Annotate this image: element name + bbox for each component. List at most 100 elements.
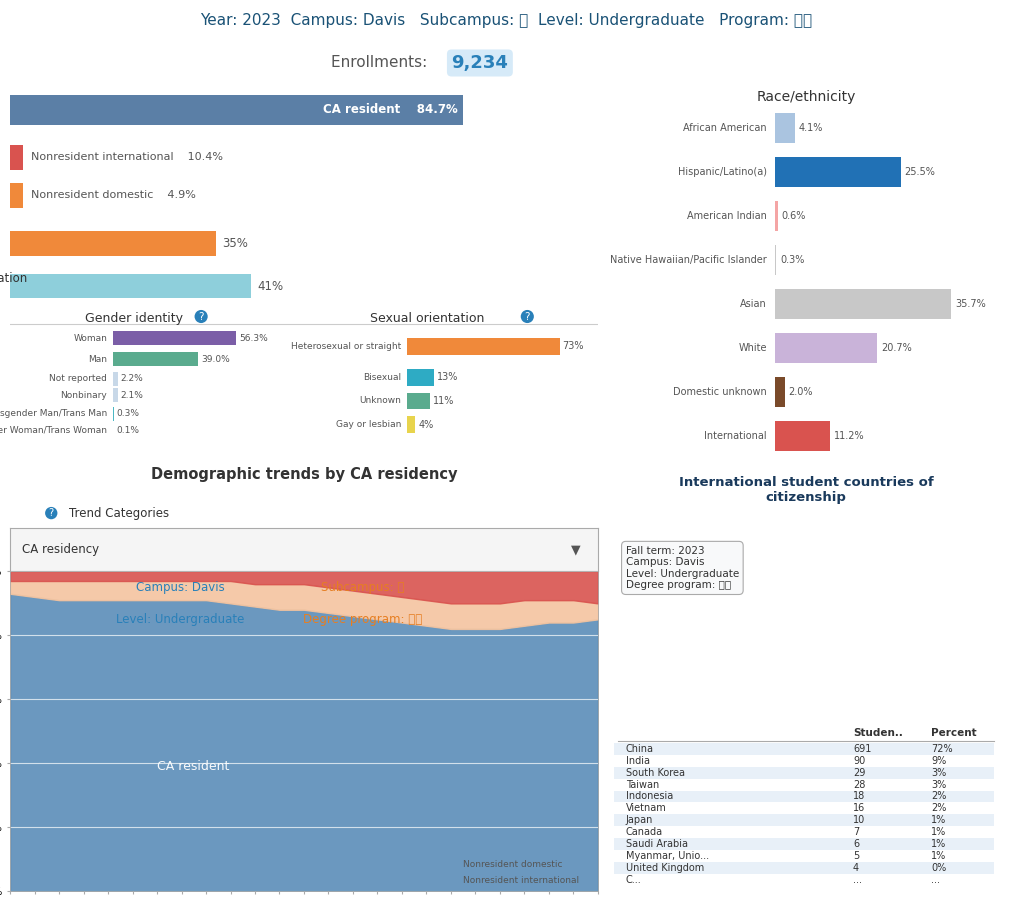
Bar bbox=[773, 113, 794, 143]
Bar bbox=[773, 377, 784, 408]
Text: Campus: Davis: Campus: Davis bbox=[136, 581, 224, 594]
Text: 6: 6 bbox=[852, 839, 858, 849]
FancyBboxPatch shape bbox=[614, 778, 993, 790]
Text: CA resident: CA resident bbox=[157, 760, 229, 772]
Bar bbox=[406, 338, 559, 355]
Text: 11.2%: 11.2% bbox=[833, 431, 863, 441]
Text: First generation
(UG only): First generation (UG only) bbox=[0, 272, 27, 300]
Text: 9%: 9% bbox=[930, 756, 945, 766]
Bar bbox=[406, 369, 434, 385]
Text: 11%: 11% bbox=[433, 396, 454, 406]
FancyBboxPatch shape bbox=[614, 874, 993, 886]
Text: Year: 2023  Campus: Davis   Subcampus: 无  Level: Undergraduate   Program: 全部: Year: 2023 Campus: Davis Subcampus: 无 Le… bbox=[200, 14, 811, 28]
Text: India: India bbox=[625, 756, 649, 766]
Text: Asian: Asian bbox=[739, 299, 766, 310]
Text: Heterosexual or straight: Heterosexual or straight bbox=[290, 342, 400, 351]
Text: 20.7%: 20.7% bbox=[880, 343, 911, 353]
Text: 18: 18 bbox=[852, 791, 864, 802]
Text: ?: ? bbox=[198, 311, 203, 321]
FancyBboxPatch shape bbox=[614, 790, 993, 803]
Text: Percent: Percent bbox=[930, 728, 976, 738]
Bar bbox=[773, 289, 950, 320]
Text: Level: Undergraduate: Level: Undergraduate bbox=[116, 613, 245, 626]
Bar bbox=[773, 333, 876, 364]
Text: Hispanic/Latino(a): Hispanic/Latino(a) bbox=[677, 167, 766, 177]
Text: Japan: Japan bbox=[625, 815, 652, 825]
Text: 2.1%: 2.1% bbox=[120, 391, 144, 400]
Text: Taiwan: Taiwan bbox=[625, 779, 658, 789]
Text: Saudi Arabia: Saudi Arabia bbox=[625, 839, 687, 849]
Text: 3%: 3% bbox=[930, 768, 945, 778]
Text: American Indian: American Indian bbox=[686, 212, 766, 221]
Text: Enrollments:: Enrollments: bbox=[331, 56, 436, 70]
Text: Gay or lesbian: Gay or lesbian bbox=[336, 420, 400, 429]
Text: Gender identity: Gender identity bbox=[85, 311, 182, 325]
Text: 4: 4 bbox=[852, 863, 858, 873]
FancyBboxPatch shape bbox=[614, 826, 993, 838]
Text: 72%: 72% bbox=[930, 744, 952, 754]
Text: 41%: 41% bbox=[257, 280, 283, 292]
FancyBboxPatch shape bbox=[614, 814, 993, 826]
Bar bbox=[113, 352, 198, 366]
FancyBboxPatch shape bbox=[614, 743, 993, 755]
FancyBboxPatch shape bbox=[614, 803, 993, 815]
Text: 35.7%: 35.7% bbox=[954, 299, 985, 310]
Bar bbox=[113, 372, 117, 385]
FancyBboxPatch shape bbox=[614, 838, 993, 850]
Text: ?: ? bbox=[49, 508, 54, 518]
Bar bbox=[773, 421, 829, 452]
Text: 7: 7 bbox=[852, 827, 858, 837]
Text: 2%: 2% bbox=[930, 791, 946, 802]
Text: 2%: 2% bbox=[930, 804, 946, 814]
Text: 0.1%: 0.1% bbox=[116, 426, 139, 435]
Text: Sexual orientation: Sexual orientation bbox=[370, 311, 484, 325]
Text: 3%: 3% bbox=[930, 779, 945, 789]
Text: Nonbinary: Nonbinary bbox=[61, 391, 107, 400]
Text: United Kingdom: United Kingdom bbox=[625, 863, 704, 873]
Text: White: White bbox=[738, 343, 766, 353]
Text: Degree program: 全部: Degree program: 全部 bbox=[303, 613, 422, 626]
Text: Unknown: Unknown bbox=[359, 397, 400, 406]
Text: 1%: 1% bbox=[930, 827, 945, 837]
Text: Studen..: Studen.. bbox=[852, 728, 902, 738]
Text: Trend Categories: Trend Categories bbox=[69, 507, 169, 519]
Text: Canada: Canada bbox=[625, 827, 662, 837]
Text: 4%: 4% bbox=[418, 419, 433, 429]
Bar bbox=[113, 331, 237, 345]
Text: 13%: 13% bbox=[437, 373, 458, 382]
Text: International: International bbox=[704, 431, 766, 441]
Text: Race/ethnicity: Race/ethnicity bbox=[755, 91, 855, 104]
Text: 1%: 1% bbox=[930, 815, 945, 825]
Text: Nonresident international: Nonresident international bbox=[463, 876, 578, 885]
Text: ?: ? bbox=[524, 311, 530, 321]
Text: 35%: 35% bbox=[221, 238, 248, 250]
Bar bbox=[10, 145, 23, 170]
FancyBboxPatch shape bbox=[614, 862, 993, 874]
Text: 73%: 73% bbox=[562, 341, 583, 352]
Bar bbox=[10, 94, 462, 125]
Text: Not reported: Not reported bbox=[50, 374, 107, 383]
FancyBboxPatch shape bbox=[614, 755, 993, 767]
Text: Demographic trends by CA residency: Demographic trends by CA residency bbox=[151, 467, 457, 482]
Text: 2.0%: 2.0% bbox=[788, 387, 812, 397]
Bar bbox=[10, 183, 23, 208]
Text: ...: ... bbox=[852, 875, 861, 885]
Text: Native Hawaiian/Pacific Islander: Native Hawaiian/Pacific Islander bbox=[610, 256, 766, 266]
Text: 28: 28 bbox=[852, 779, 864, 789]
Text: Vietnam: Vietnam bbox=[625, 804, 666, 814]
Text: 90: 90 bbox=[852, 756, 864, 766]
Bar bbox=[773, 201, 776, 231]
Bar bbox=[10, 231, 215, 256]
Text: Nonresident domestic    4.9%: Nonresident domestic 4.9% bbox=[31, 190, 196, 200]
Text: Bisexual: Bisexual bbox=[363, 373, 400, 382]
Text: ▼: ▼ bbox=[570, 544, 579, 556]
Text: 56.3%: 56.3% bbox=[239, 334, 268, 343]
Text: Indonesia: Indonesia bbox=[625, 791, 672, 802]
Text: 0.3%: 0.3% bbox=[779, 256, 804, 266]
Text: Nonresident domestic: Nonresident domestic bbox=[463, 860, 562, 869]
Text: Transgender Man/Trans Man: Transgender Man/Trans Man bbox=[0, 410, 107, 418]
FancyBboxPatch shape bbox=[614, 850, 993, 862]
Text: Fall term: 2023
Campus: Davis
Level: Undergraduate
Degree program: 全部: Fall term: 2023 Campus: Davis Level: Und… bbox=[625, 545, 738, 590]
Text: 691: 691 bbox=[852, 744, 870, 754]
Text: China: China bbox=[625, 744, 653, 754]
